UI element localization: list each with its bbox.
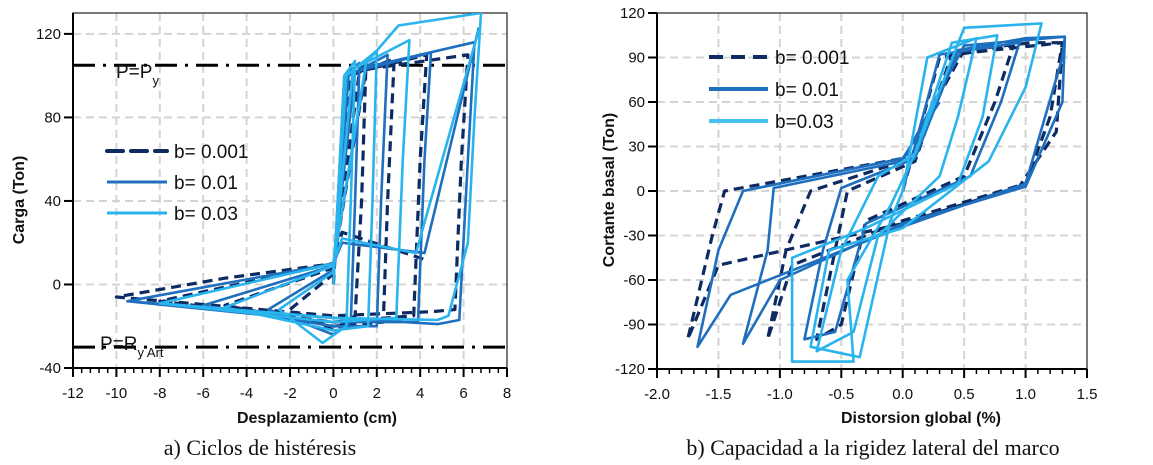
y-tick-label: 60 bbox=[628, 94, 645, 111]
y-tick-label: 90 bbox=[628, 50, 645, 67]
y-tick-label: 0 bbox=[53, 276, 61, 293]
x-tick-label: 6 bbox=[459, 385, 467, 402]
y-tick-label: -60 bbox=[623, 272, 645, 289]
x-tick-label: -4 bbox=[240, 385, 253, 402]
legend-label: b=0.03 bbox=[775, 112, 834, 133]
legend-label: b= 0.001 bbox=[174, 142, 249, 163]
x-tick-label: 0 bbox=[329, 385, 337, 402]
x-tick-label: -6 bbox=[197, 385, 210, 402]
ref-label-ry-art: P=Ry Art bbox=[100, 334, 164, 360]
chart-hysteresis-cycles: -12 -10 -8 -6 -4 -2 0 2 4 6 8 -40 0 40 80 120 bbox=[36, 12, 511, 402]
x-axis-label-right: Distorsion global (%) bbox=[841, 410, 1001, 427]
x-tick-label: -10 bbox=[106, 385, 128, 402]
legend-label: b= 0.01 bbox=[174, 173, 238, 194]
y-axis-label-right: Cortante basal (Ton) bbox=[601, 113, 618, 267]
legend-left: b= 0.001 b= 0.01 b= 0.03 bbox=[105, 142, 249, 225]
x-tick-label: -1.0 bbox=[767, 386, 793, 403]
ref-label-py: P=Py bbox=[116, 62, 159, 88]
y-tick-label: 30 bbox=[628, 139, 645, 156]
x-tick-label: -8 bbox=[153, 385, 166, 402]
x-tick-label: 8 bbox=[503, 385, 511, 402]
y-tick-label: 120 bbox=[36, 26, 61, 43]
x-tick-label: -2.0 bbox=[644, 386, 670, 403]
x-tick-label: 1.5 bbox=[1077, 386, 1098, 403]
legend-label: b= 0.001 bbox=[775, 48, 850, 69]
series-line bbox=[790, 22, 1043, 363]
x-tick-label: -0.5 bbox=[828, 386, 854, 403]
chart-lateral-stiffness-capacity: -2.0 -1.5 -1.0 -0.5 0.0 0.5 1.0 1.5 -120 -90 -60 -3… bbox=[615, 5, 1097, 403]
x-tick-label: -2 bbox=[283, 385, 296, 402]
y-tick-label: -120 bbox=[615, 361, 645, 378]
x-tick-label: -1.5 bbox=[705, 386, 731, 403]
caption-a: a) Ciclos de histéresis bbox=[164, 435, 356, 460]
y-tick-label: -90 bbox=[623, 317, 645, 334]
x-tick-label: 1.0 bbox=[1015, 386, 1036, 403]
x-tick-label: 4 bbox=[416, 385, 424, 402]
y-tick-label: 40 bbox=[44, 193, 61, 210]
series-line bbox=[696, 35, 1067, 349]
series-line bbox=[114, 53, 470, 332]
y-tick-label: 0 bbox=[637, 183, 645, 200]
y-tick-label: 80 bbox=[44, 109, 61, 126]
y-tick-label: 120 bbox=[620, 5, 645, 22]
series-line bbox=[158, 13, 483, 345]
x-tick-label: 0.5 bbox=[954, 386, 975, 403]
y-tick-label: -30 bbox=[623, 228, 645, 245]
y-tick-label: -40 bbox=[39, 360, 61, 377]
x-tick-label: 2 bbox=[373, 385, 381, 402]
legend-right: b= 0.001 b= 0.01 b=0.03 bbox=[709, 48, 850, 133]
x-axis-label-left: Desplazamiento (cm) bbox=[237, 410, 397, 427]
y-axis-label-left: Carga (Ton) bbox=[11, 156, 28, 245]
caption-b: b) Capacidad a la rigidez lateral del ma… bbox=[686, 435, 1059, 460]
x-tick-label: -12 bbox=[62, 385, 84, 402]
legend-label: b= 0.03 bbox=[174, 204, 238, 225]
x-tick-label: 0.0 bbox=[892, 386, 913, 403]
legend-label: b= 0.01 bbox=[775, 80, 839, 101]
